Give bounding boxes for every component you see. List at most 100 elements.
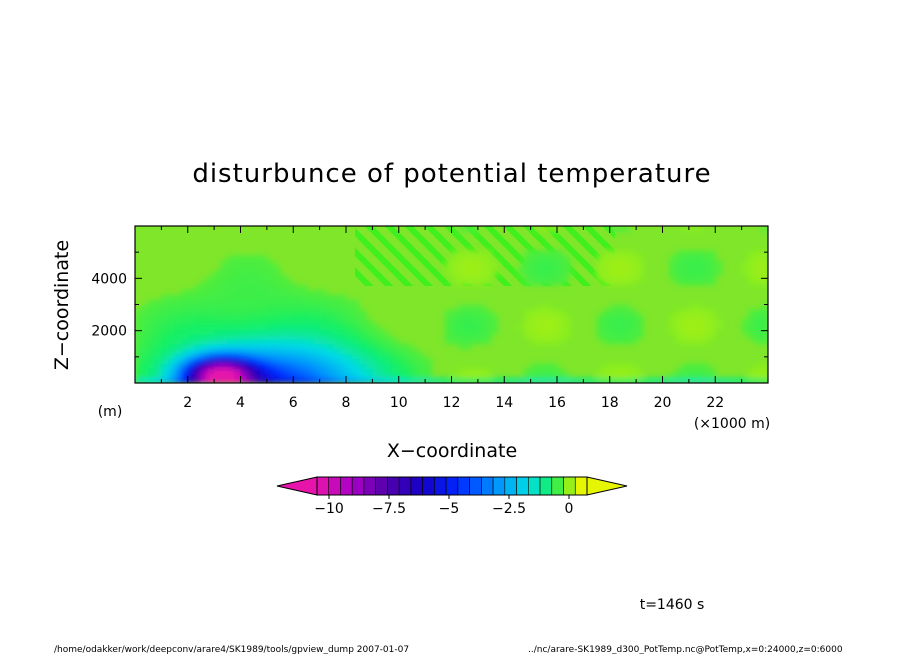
heatmap-cell <box>167 294 176 301</box>
heatmap-cell <box>682 338 690 345</box>
heatmap-cell <box>200 333 209 340</box>
heatmap-cell <box>616 250 624 257</box>
heatmap-cell <box>405 353 413 360</box>
heatmap-cell <box>444 338 453 345</box>
heatmap-cell <box>148 324 156 330</box>
heatmap-cell <box>550 319 558 325</box>
heatmap-cell <box>187 373 195 379</box>
heatmap-cell <box>530 363 538 369</box>
heatmap-cell <box>227 255 235 261</box>
heatmap-cell <box>181 294 189 301</box>
heatmap-cell <box>240 309 248 315</box>
heatmap-cell <box>616 363 624 369</box>
heatmap-cell <box>682 275 690 281</box>
heatmap-cell <box>167 314 176 320</box>
heatmap-cell <box>405 368 413 374</box>
heatmap-cell <box>339 314 347 320</box>
heatmap-cell <box>688 363 697 369</box>
heatmap-cell <box>174 329 182 335</box>
heatmap-cell <box>662 378 670 383</box>
heatmap-cell <box>609 373 617 379</box>
heatmap-cell <box>266 378 275 383</box>
heatmap-cell <box>609 265 617 271</box>
heatmap-cell <box>464 275 472 281</box>
heatmap-cell <box>458 255 466 261</box>
heatmap-cell <box>378 343 387 350</box>
heatmap-cell <box>194 299 202 306</box>
heatmap-cell <box>247 333 255 340</box>
heatmap-cell <box>761 378 768 383</box>
heatmap-cell <box>669 275 677 281</box>
heatmap-cell <box>622 270 631 276</box>
heatmap-cell <box>385 363 393 369</box>
heatmap-cell <box>260 378 268 383</box>
heatmap-cell <box>754 324 763 330</box>
heatmap-cell <box>273 270 281 276</box>
heatmap-cell <box>299 309 308 315</box>
heatmap-cell <box>636 275 644 281</box>
heatmap-cell <box>477 329 486 335</box>
heatmap-cell <box>524 319 532 325</box>
heatmap-cell <box>398 368 406 374</box>
heatmap-cell <box>240 324 248 330</box>
heatmap-cell <box>524 368 532 374</box>
heatmap-cell <box>741 260 749 266</box>
heatmap-cell <box>451 324 459 330</box>
heatmap-cell <box>167 304 176 311</box>
heatmap-cell <box>200 338 209 345</box>
heatmap-cell <box>365 358 373 364</box>
heatmap-cell <box>616 314 624 320</box>
heatmap-cell <box>220 373 228 379</box>
heatmap-cell <box>227 260 235 266</box>
x-tick-label: 2 <box>183 395 192 411</box>
heatmap-cell <box>240 373 248 379</box>
heatmap-cell <box>319 338 327 345</box>
heatmap-cell <box>181 353 189 360</box>
heatmap-cell <box>563 255 571 261</box>
heatmap-cell <box>543 329 552 335</box>
heatmap-cell <box>675 309 683 315</box>
heatmap-cell <box>299 319 308 325</box>
heatmap-cell <box>233 343 242 350</box>
heatmap-cell <box>253 304 261 311</box>
heatmap-cell <box>253 353 261 360</box>
heatmap-cell <box>346 299 354 306</box>
heatmap-cell <box>352 378 360 383</box>
heatmap-cell <box>761 309 768 315</box>
heatmap-cell <box>207 368 215 374</box>
heatmap-cell <box>688 270 697 276</box>
heatmap-cell <box>313 304 321 311</box>
heatmap-cell <box>392 353 400 360</box>
heatmap-cell <box>326 353 334 360</box>
heatmap-cell <box>629 373 637 379</box>
heatmap-cell <box>411 353 420 360</box>
heatmap-cell <box>273 353 281 360</box>
colorbar-cell <box>481 476 494 496</box>
heatmap-cell <box>332 324 341 330</box>
heatmap-cell <box>154 343 162 350</box>
heatmap-cell <box>669 314 677 320</box>
heatmap-cell <box>148 368 156 374</box>
heatmap-cell <box>247 319 255 325</box>
heatmap-cell <box>187 324 195 330</box>
heatmap-cell <box>721 378 730 383</box>
heatmap-cell <box>174 378 182 383</box>
heatmap-cell <box>622 338 631 345</box>
heatmap-cell <box>187 368 195 374</box>
heatmap-cell <box>616 226 624 232</box>
heatmap-cell <box>477 368 486 374</box>
heatmap-cell <box>148 338 156 345</box>
heatmap-cell <box>682 270 690 276</box>
heatmap-cell <box>332 309 341 315</box>
heatmap-cell <box>669 319 677 325</box>
heatmap-cell <box>326 329 334 335</box>
heatmap-cell <box>359 368 367 374</box>
heatmap-cell <box>477 255 486 261</box>
heatmap-cell <box>464 304 472 311</box>
heatmap-cell <box>233 314 242 320</box>
heatmap-cell <box>339 363 347 369</box>
heatmap-cell <box>207 289 215 296</box>
heatmap-cell <box>754 270 763 276</box>
heatmap-cell <box>524 260 532 266</box>
heatmap-cell <box>392 368 400 374</box>
